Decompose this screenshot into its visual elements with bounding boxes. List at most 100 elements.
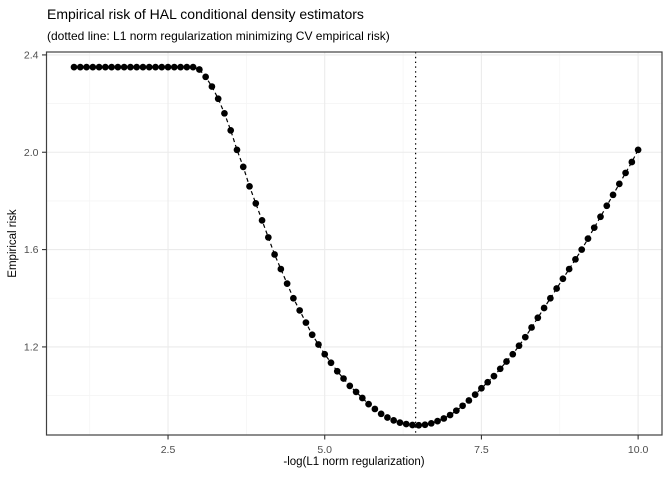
risk-data-point (114, 63, 122, 71)
risk-data-point (484, 378, 492, 386)
y-axis-title: Empirical risk (7, 209, 19, 278)
risk-data-point (622, 169, 629, 177)
risk-data-point (233, 146, 241, 154)
risk-data-point (634, 146, 642, 154)
risk-data-point (70, 63, 78, 71)
risk-data-point (490, 372, 498, 380)
risk-data-point (214, 95, 222, 103)
risk-data-point (177, 63, 184, 71)
risk-data-point (584, 235, 592, 242)
risk-data-point (440, 415, 448, 422)
panel-frame-layer (45, 51, 663, 436)
risk-data-point (609, 191, 617, 199)
risk-data-point (478, 384, 485, 392)
risk-data-point (496, 365, 504, 373)
risk-data-point (459, 402, 466, 410)
x-axis-tick-label: 5.0 (317, 444, 332, 456)
risk-data-point (271, 251, 278, 258)
panel-background (46, 52, 662, 435)
risk-data-point (628, 158, 636, 166)
risk-data-point (521, 333, 529, 341)
risk-data-point (358, 394, 366, 402)
risk-data-point (108, 63, 115, 71)
risk-data-point (547, 294, 554, 302)
risk-data-point (503, 358, 510, 365)
risk-data-point (509, 350, 517, 358)
risk-data-point (202, 73, 209, 81)
x-axis-title: -log(L1 norm regularization) (283, 456, 424, 468)
risk-data-point (540, 304, 548, 312)
x-axis-tick-label: 10.0 (628, 444, 649, 456)
risk-data-point (409, 421, 416, 429)
x-axis-tick-label: 2.5 (161, 444, 176, 456)
risk-data-point (76, 63, 84, 71)
risk-data-point (427, 419, 435, 427)
risk-data-point (333, 367, 341, 375)
panel-border (45, 51, 663, 436)
risk-data-point (89, 63, 97, 71)
data-layer (70, 52, 642, 435)
risk-data-point (252, 200, 260, 207)
risk-data-point (296, 307, 304, 314)
risk-data-point (590, 224, 598, 232)
risk-data-point (221, 109, 228, 117)
gridlines-layer (46, 52, 662, 435)
risk-data-point (346, 382, 354, 390)
risk-data-point (515, 342, 523, 350)
risk-data-point (465, 397, 473, 404)
risk-data-point (164, 63, 172, 71)
risk-data-point (95, 63, 103, 71)
risk-data-point (434, 417, 441, 425)
risk-data-point (327, 359, 335, 367)
risk-data-point (196, 66, 203, 73)
risk-data-point (597, 213, 604, 221)
chart-subtitle: (dotted line: L1 norm regularization min… (47, 29, 390, 43)
risk-data-point (308, 331, 316, 339)
y-axis-tick-label: 2.0 (24, 147, 39, 159)
risk-data-point (615, 180, 623, 188)
risk-data-point (559, 275, 567, 283)
risk-data-point (352, 388, 360, 396)
risk-data-point (102, 63, 109, 71)
risk-data-point (83, 63, 90, 71)
risk-data-point (603, 202, 611, 210)
risk-data-point (534, 314, 542, 322)
risk-data-point (183, 63, 191, 71)
risk-data-point (189, 63, 197, 71)
x-axis-tick-label: 7.5 (474, 444, 489, 456)
risk-data-point (415, 421, 423, 429)
y-axis-tick-label: 1.6 (24, 244, 39, 256)
risk-data-point (264, 234, 272, 241)
risk-data-point (421, 421, 429, 429)
risk-data-point (578, 246, 586, 253)
risk-data-point (340, 375, 347, 382)
risk-data-point (246, 182, 253, 190)
risk-data-point (170, 63, 178, 71)
risk-data-point (402, 420, 410, 428)
risk-data-point (365, 400, 372, 408)
axis-ticks-layer: 2.5 5.0 7.5 10.0 1.2 1.6 2.0 2.4 (24, 49, 649, 456)
y-axis-tick-label: 1.2 (24, 341, 39, 353)
risk-data-point (321, 350, 329, 358)
risk-data-point (145, 63, 153, 71)
risk-data-point (208, 83, 216, 90)
risk-data-point (283, 280, 291, 287)
risk-data-point (139, 63, 147, 71)
risk-data-point (371, 405, 379, 413)
risk-data-point (239, 163, 247, 171)
chart-title: Empirical risk of HAL conditional densit… (47, 6, 364, 22)
risk-data-point (390, 417, 398, 424)
risk-data-point (127, 63, 134, 71)
risk-data-point (572, 255, 579, 263)
risk-data-point (258, 217, 266, 224)
risk-data-point (120, 63, 128, 71)
y-axis-tick-label: 2.4 (24, 49, 39, 61)
risk-data-point (446, 411, 454, 419)
risk-data-point (227, 127, 235, 134)
risk-data-point (133, 63, 141, 71)
risk-data-point (315, 341, 322, 348)
risk-data-point (377, 410, 385, 418)
risk-data-point (471, 391, 479, 398)
